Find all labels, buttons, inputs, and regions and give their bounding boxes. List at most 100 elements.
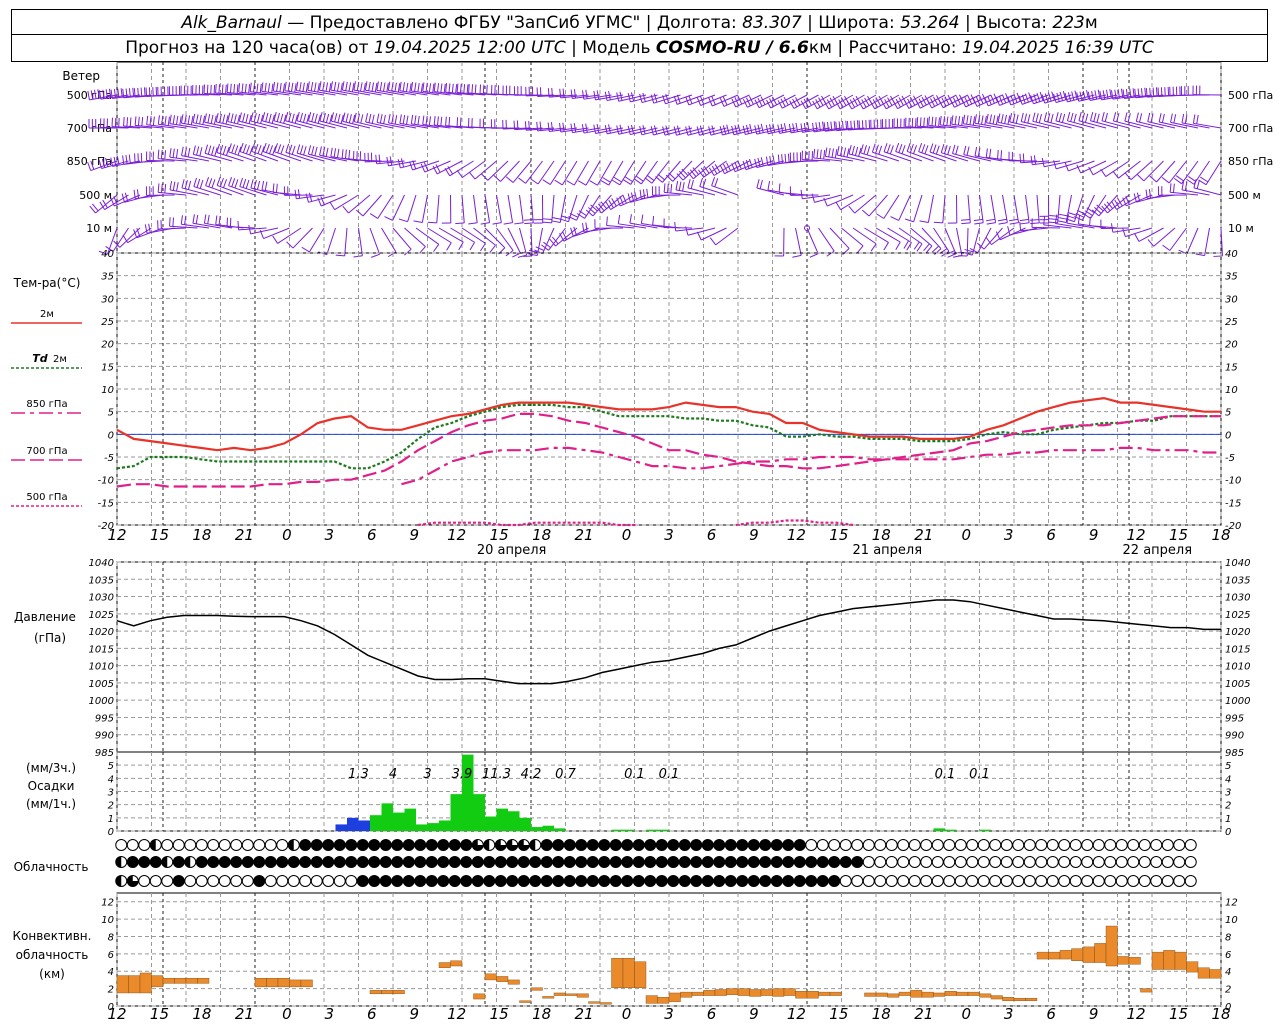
wind-barb-flag	[616, 92, 620, 102]
cloud-symbol	[1012, 839, 1025, 851]
wind-barb-shaft	[768, 127, 796, 135]
cloud-fill	[702, 856, 714, 868]
precip-amount-label: 11.3	[482, 767, 511, 782]
wind-barb-flag	[1067, 212, 1077, 216]
wind-barb-flag	[720, 165, 725, 174]
wind-barb-shaft	[1143, 160, 1164, 182]
conv-bar	[1128, 957, 1141, 965]
wind-barb-shaft	[89, 94, 118, 101]
wind-barb-flag	[414, 115, 417, 125]
wind-barb-flag	[420, 163, 426, 173]
precip-bar	[358, 820, 370, 831]
cloud-fill	[713, 839, 725, 851]
wind-barb-flag	[242, 178, 247, 188]
cloud-symbol	[874, 875, 887, 887]
wind-barb-flag	[1076, 92, 1080, 102]
cloud-symbol	[1046, 875, 1059, 887]
conv-unit: (км)	[39, 967, 65, 981]
cloud-fill	[702, 875, 714, 887]
wind-barb-flag	[562, 122, 565, 132]
cloud-fill	[322, 839, 334, 851]
wind-barb-flag	[505, 176, 514, 183]
wind-barb-flag	[353, 112, 357, 122]
cloud-fill	[541, 875, 553, 887]
wind-barb-flag	[1101, 112, 1105, 121]
wind-barb-flag	[456, 169, 463, 178]
wind-barb-flag	[883, 242, 889, 251]
wind-barb-flag	[541, 244, 549, 251]
pressure-tick-label-right: 1010	[1225, 662, 1250, 673]
hour-tick-label: 21	[235, 1005, 254, 1023]
wind-barb-shaft	[974, 155, 1003, 162]
wind-barb-flag	[239, 177, 243, 187]
wind-barb-flag	[542, 221, 552, 224]
cloud-symbol	[276, 875, 289, 887]
wind-barb-flag	[284, 81, 287, 91]
wind-barb-shaft	[421, 194, 428, 223]
wind-barb-flag	[1079, 91, 1083, 101]
conv-bar	[1013, 997, 1026, 1001]
wind-barb-shaft	[250, 120, 279, 129]
cloud-symbol	[218, 875, 231, 887]
wind-barb-shaft	[484, 194, 491, 223]
wind-barb-shaft	[910, 227, 933, 247]
wind-barb-flag	[974, 222, 984, 225]
wind-barb-flag	[164, 116, 167, 126]
wind-barb-flag	[279, 113, 284, 123]
wind-barb-flag	[1061, 113, 1066, 123]
precip-bar	[416, 824, 428, 831]
cloud-fill	[403, 856, 415, 868]
precip-title: Осадки	[28, 779, 75, 793]
conv-bar	[139, 972, 152, 994]
hour-tick-label: 3	[664, 1005, 674, 1023]
wind-barb-flag	[524, 121, 527, 131]
conv-tick-label: 4	[108, 967, 114, 978]
wind-barb-flag	[132, 87, 135, 97]
wind-barb-flag	[337, 113, 341, 123]
wind-barb-shaft	[358, 227, 363, 256]
wind-barb-shaft	[192, 93, 221, 96]
wind-barb-shaft	[530, 227, 533, 256]
conv-bar	[1048, 951, 1061, 960]
wind-barb-shaft	[963, 154, 992, 162]
conv-bar	[289, 979, 302, 988]
wind-barb-flag	[788, 123, 792, 133]
wind-barb-flag	[1076, 164, 1082, 174]
wind-barb-shaft	[135, 124, 164, 129]
wind-barb-flag	[792, 123, 795, 133]
wind-barb-flag	[375, 154, 378, 164]
wind-barb-flag	[199, 147, 203, 157]
wind-barb-shaft	[449, 160, 474, 177]
pressure-vgrid	[116, 562, 1222, 752]
wind-barb-flag	[1077, 214, 1081, 224]
cloud-fill	[368, 839, 380, 851]
wind-barb-flag	[1027, 114, 1031, 124]
cloud-fill	[437, 839, 449, 851]
cloud-row	[115, 875, 1197, 887]
wind-barb-flag	[250, 112, 254, 122]
wind-barb-flag	[275, 183, 278, 193]
wind-barb-flag	[276, 112, 280, 122]
wind-barb-shaft	[1002, 194, 1008, 223]
wind-barb-shaft	[330, 89, 359, 96]
conv-bar	[254, 977, 267, 988]
wind-barb-shaft	[887, 227, 912, 243]
wind-barb-flag	[276, 82, 279, 92]
wind-barb-flag	[687, 179, 691, 189]
wind-barb-shaft	[941, 152, 969, 162]
wind-barb-shaft	[487, 160, 509, 181]
conv-tick-label: 10	[101, 915, 114, 926]
date-label: 20 апреля	[477, 543, 547, 558]
wind-barb-shaft	[507, 194, 514, 223]
wind-barb-flag	[535, 246, 545, 251]
wind-barb-flag	[1056, 92, 1060, 102]
pressure-tick-label: 1010	[89, 662, 114, 673]
wind-barb-flag	[1150, 113, 1154, 123]
cloud-fill	[598, 875, 610, 887]
wind-barb-flag	[884, 99, 890, 108]
cloud-fill-half	[161, 856, 168, 868]
conv-bar	[576, 993, 589, 998]
wind-barb-flag	[237, 220, 240, 230]
wind-barb-flag	[311, 112, 315, 122]
